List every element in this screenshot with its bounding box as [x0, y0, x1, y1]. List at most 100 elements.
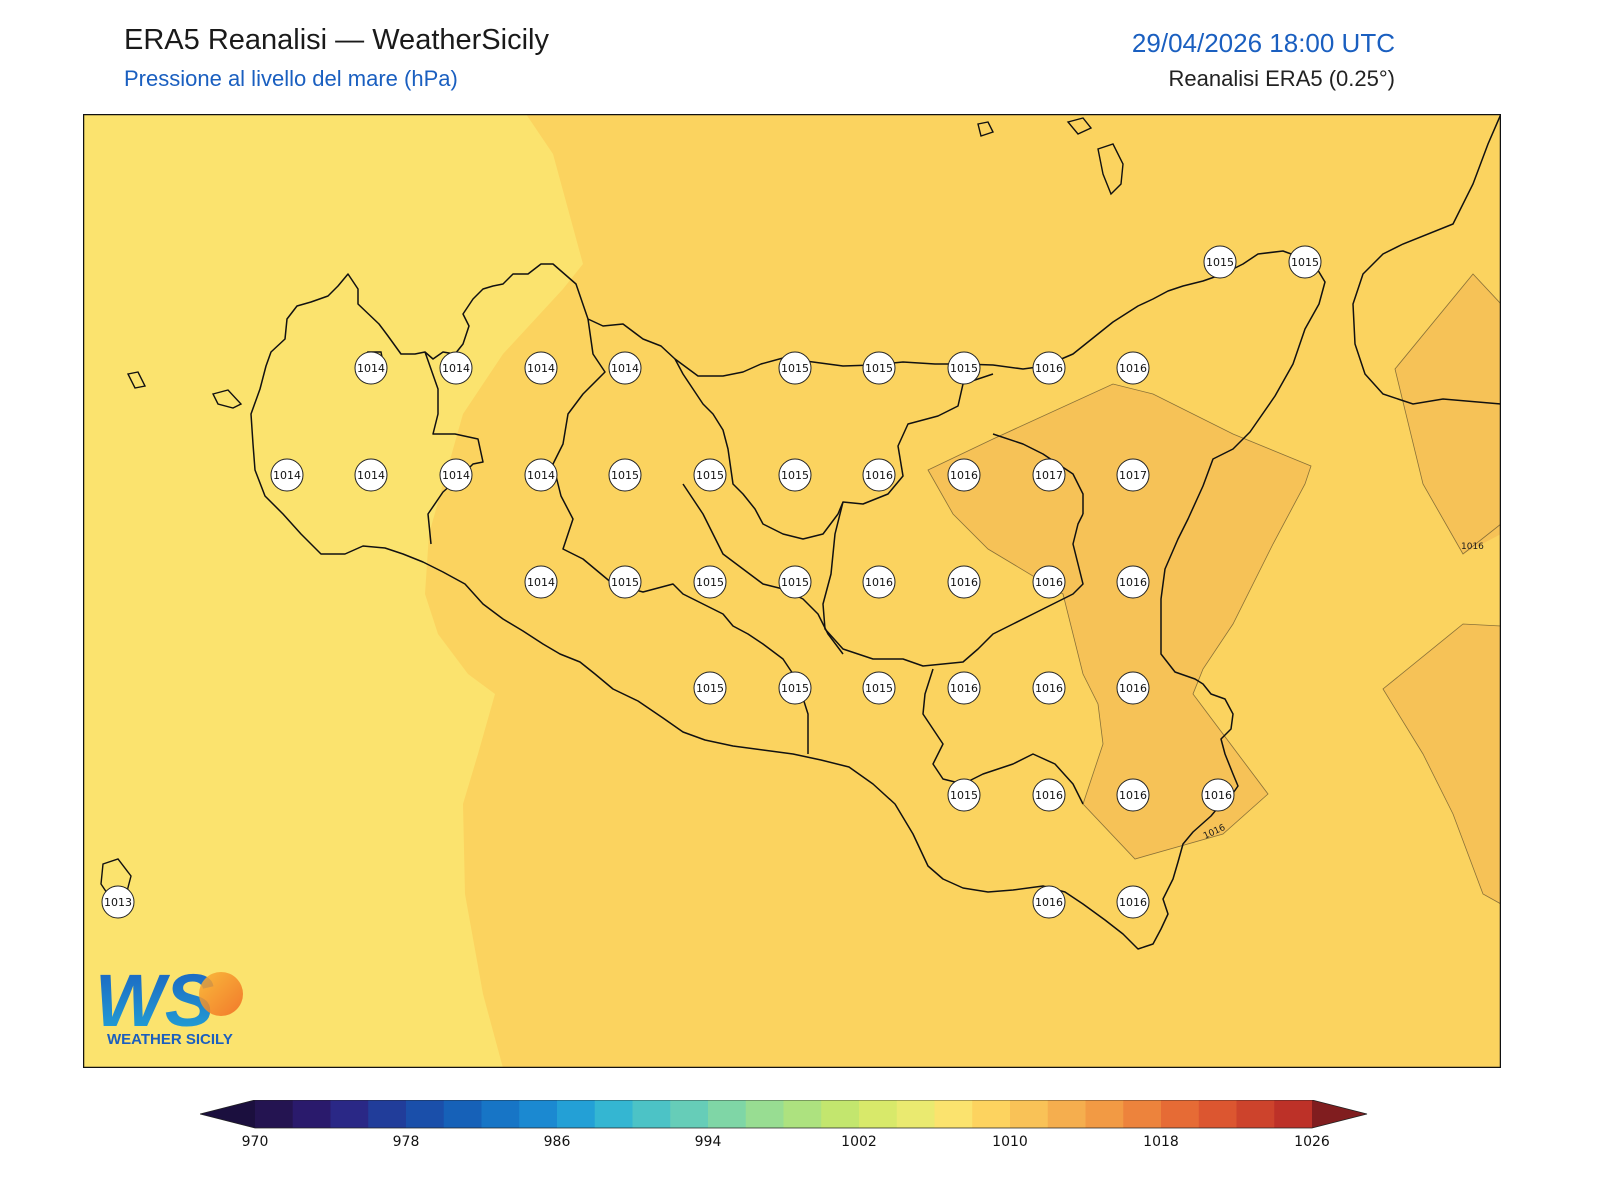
- station-circle: [778, 458, 812, 492]
- colorbar-cell: [859, 1100, 898, 1128]
- station-value: 1015: [865, 682, 893, 695]
- colorbar-cell: [1198, 1100, 1237, 1128]
- station-circle: [524, 458, 558, 492]
- colorbar-cell: [330, 1100, 369, 1128]
- map-subtitle: Pressione al livello del mare (hPa): [124, 66, 458, 91]
- station-value: 1015: [950, 362, 978, 375]
- station-value: 1015: [696, 576, 724, 589]
- station-marker: 1016: [947, 565, 981, 599]
- colorbar-cell: [406, 1100, 445, 1128]
- colorbar-over-arrow: [1312, 1100, 1367, 1128]
- colorbar-tick-label: 994: [695, 1134, 722, 1150]
- station-markers: 1015 1015 1014 1014 1014 1014 1015 1015 1015 1016…: [101, 245, 1322, 919]
- province-border: [674, 358, 994, 540]
- station-marker: 1014: [524, 565, 558, 599]
- station-circle: [947, 671, 981, 705]
- station-circle: [1203, 245, 1237, 279]
- colorbar-cell: [519, 1100, 558, 1128]
- colorbar-cell: [632, 1100, 671, 1128]
- station-value: 1016: [1119, 682, 1147, 695]
- province-border: [424, 351, 484, 545]
- station-value: 1014: [357, 469, 385, 482]
- station-value: 1015: [696, 682, 724, 695]
- station-value: 1016: [865, 469, 893, 482]
- colorbar-cell: [1123, 1100, 1162, 1128]
- station-value: 1016: [1035, 789, 1063, 802]
- station-circle: [862, 458, 896, 492]
- colorbar-tick-label: 970: [242, 1134, 269, 1150]
- station-value: 1016: [1035, 682, 1063, 695]
- station-value: 1016: [1035, 362, 1063, 375]
- calabria-coastline: [1352, 114, 1501, 405]
- station-marker: 1014: [524, 351, 558, 385]
- island-salina: [977, 121, 994, 137]
- station-marker: 1017: [1032, 458, 1066, 492]
- station-value: 1015: [781, 469, 809, 482]
- station-circle: [1288, 245, 1322, 279]
- station-circle: [439, 458, 473, 492]
- colorbar-tick-label: 986: [544, 1134, 571, 1150]
- station-marker: 1015: [778, 458, 812, 492]
- station-marker: 1014: [439, 458, 473, 492]
- station-value: 1017: [1119, 469, 1147, 482]
- station-marker: 1015: [947, 351, 981, 385]
- colorbar-cell: [292, 1100, 331, 1128]
- station-marker: 1016: [947, 458, 981, 492]
- station-circle: [354, 458, 388, 492]
- colorbar-cell: [1161, 1100, 1200, 1128]
- station-marker: 1016: [1116, 885, 1150, 919]
- isobar-1016-far-east: [1394, 273, 1501, 555]
- station-marker: 1015: [778, 565, 812, 599]
- station-value: 1015: [611, 576, 639, 589]
- colorbar-cell: [745, 1100, 784, 1128]
- station-value: 1014: [527, 576, 555, 589]
- station-marker: 1016: [1032, 885, 1066, 919]
- station-value: 1014: [273, 469, 301, 482]
- colorbar-cell: [1047, 1100, 1086, 1128]
- colorbar-cell: [896, 1100, 935, 1128]
- station-value: 1015: [781, 576, 809, 589]
- station-marker: 1016: [1116, 351, 1150, 385]
- station-circle: [1032, 351, 1066, 385]
- station-marker: 1014: [524, 458, 558, 492]
- station-value: 1015: [950, 789, 978, 802]
- station-marker: 1016: [1201, 778, 1235, 812]
- station-value: 1016: [950, 469, 978, 482]
- sicily-coastline: [250, 250, 1326, 950]
- map-frame: [83, 114, 1501, 1068]
- station-circle: [1032, 671, 1066, 705]
- colorbar-tick-label: 1010: [992, 1134, 1028, 1150]
- logo-letters: WS: [95, 959, 214, 1042]
- station-marker: 1015: [608, 565, 642, 599]
- station-marker: 1016: [1116, 778, 1150, 812]
- colorbar-cell: [708, 1100, 747, 1128]
- station-circle: [524, 351, 558, 385]
- station-circle: [862, 565, 896, 599]
- station-circle: [947, 565, 981, 599]
- station-circle: [1032, 565, 1066, 599]
- station-circle: [693, 671, 727, 705]
- station-value: 1015: [611, 469, 639, 482]
- station-marker: 1014: [354, 351, 388, 385]
- station-marker: 1013: [101, 885, 135, 919]
- station-value: 1016: [865, 576, 893, 589]
- station-circle: [1116, 351, 1150, 385]
- colorbar-tick-label: 1002: [841, 1134, 877, 1150]
- station-marker: 1015: [1288, 245, 1322, 279]
- station-marker: 1016: [862, 565, 896, 599]
- colorbar-cell: [934, 1100, 973, 1128]
- station-value: 1013: [104, 896, 132, 909]
- island-stromboli: [1066, 117, 1093, 135]
- station-value: 1014: [357, 362, 385, 375]
- station-circle: [947, 778, 981, 812]
- station-circle: [947, 458, 981, 492]
- station-marker: 1015: [862, 351, 896, 385]
- colorbar-cell: [1236, 1100, 1275, 1128]
- colorbar-cell: [368, 1100, 407, 1128]
- province-border: [922, 668, 1084, 805]
- station-value: 1016: [950, 576, 978, 589]
- station-circle: [947, 351, 981, 385]
- island-favignana: [211, 389, 243, 409]
- station-circle: [778, 671, 812, 705]
